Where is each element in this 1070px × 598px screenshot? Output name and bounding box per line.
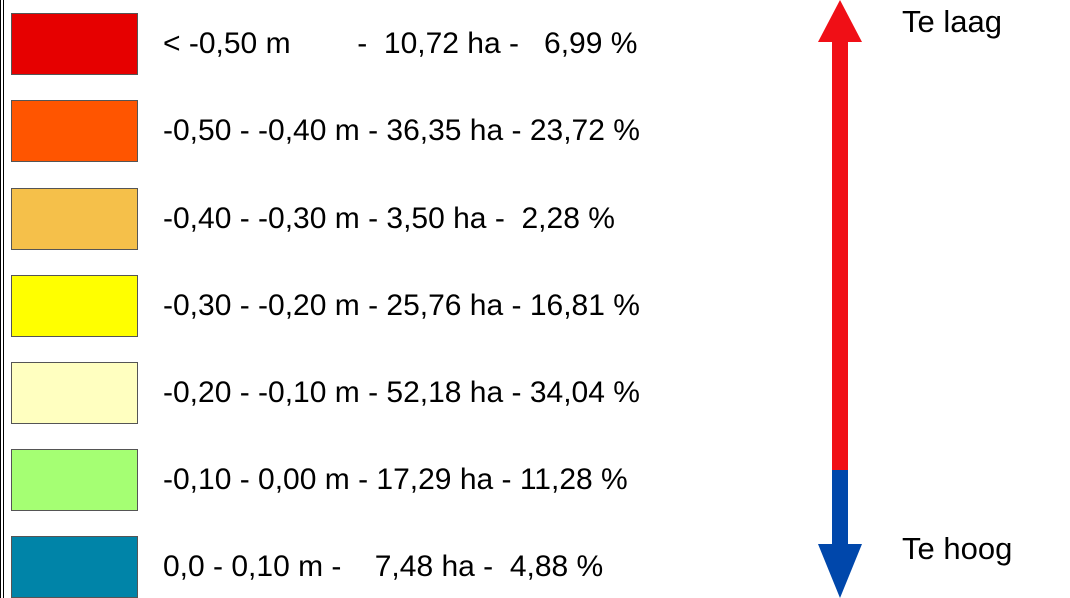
arrow-head-up <box>818 0 862 42</box>
legend-item-5: -0,20 - -0,10 m - 52,18 ha - 34,04 % <box>11 362 771 424</box>
legend-item-1: < -0,50 m - 10,72 ha - 6,99 % <box>11 13 771 75</box>
legend-swatch <box>11 275 138 337</box>
left-border-line <box>0 0 4 598</box>
top-label: Te laag <box>902 4 1002 39</box>
legend-item-6: -0,10 - 0,00 m - 17,29 ha - 11,28 % <box>11 449 771 511</box>
arrow-shaft-bottom <box>832 470 848 546</box>
scale-arrow <box>818 0 862 598</box>
legend-item-2: -0,50 - -0,40 m - 36,35 ha - 23,72 % <box>11 100 771 162</box>
legend-swatch <box>11 449 138 511</box>
legend-swatch <box>11 362 138 424</box>
legend-label: -0,30 - -0,20 m - 25,76 ha - 16,81 % <box>163 289 640 322</box>
bottom-label: Te hoog <box>902 531 1013 566</box>
legend-swatch <box>11 188 138 250</box>
legend-label: -0,20 - -0,10 m - 52,18 ha - 34,04 % <box>163 376 640 409</box>
legend-swatch <box>11 536 138 598</box>
legend-label: 0,0 - 0,10 m - 7,48 ha - 4,88 % <box>163 550 604 583</box>
legend-label: < -0,50 m - 10,72 ha - 6,99 % <box>163 27 638 60</box>
legend-label: -0,50 - -0,40 m - 36,35 ha - 23,72 % <box>163 114 640 147</box>
legend-item-7: 0,0 - 0,10 m - 7,48 ha - 4,88 % <box>11 536 771 598</box>
legend-label: -0,10 - 0,00 m - 17,29 ha - 11,28 % <box>163 463 628 496</box>
legend-swatch <box>11 13 138 75</box>
arrow-shaft-top <box>832 40 848 470</box>
arrow-head-down <box>818 544 862 598</box>
legend-swatch <box>11 100 138 162</box>
legend: < -0,50 m - 10,72 ha - 6,99 % -0,50 - -0… <box>11 0 771 598</box>
legend-item-3: -0,40 - -0,30 m - 3,50 ha - 2,28 % <box>11 188 771 250</box>
legend-label: -0,40 - -0,30 m - 3,50 ha - 2,28 % <box>163 202 615 235</box>
legend-item-4: -0,30 - -0,20 m - 25,76 ha - 16,81 % <box>11 275 771 337</box>
